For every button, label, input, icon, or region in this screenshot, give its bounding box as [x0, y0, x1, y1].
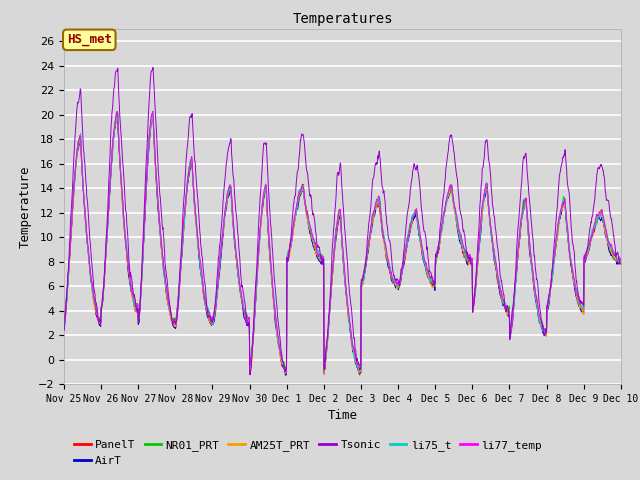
Legend: PanelT, AirT, NR01_PRT, AM25T_PRT, Tsonic, li75_t, li77_temp: PanelT, AirT, NR01_PRT, AM25T_PRT, Tsoni… [70, 436, 547, 470]
Text: HS_met: HS_met [67, 33, 112, 47]
X-axis label: Time: Time [328, 409, 357, 422]
Y-axis label: Temperature: Temperature [19, 165, 32, 248]
Title: Temperatures: Temperatures [292, 12, 393, 26]
